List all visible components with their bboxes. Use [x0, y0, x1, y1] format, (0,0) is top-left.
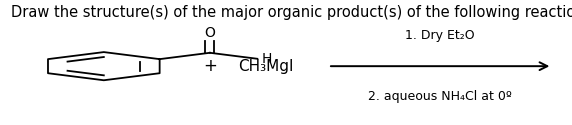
Text: H: H	[262, 52, 272, 66]
Text: O: O	[204, 26, 215, 40]
Text: Draw the structure(s) of the major organic product(s) of the following reaction.: Draw the structure(s) of the major organ…	[11, 5, 572, 20]
Text: +: +	[204, 57, 217, 75]
Text: 1. Dry Et₂O: 1. Dry Et₂O	[406, 29, 475, 42]
Text: 2. aqueous NH₄Cl at 0º: 2. aqueous NH₄Cl at 0º	[368, 90, 512, 103]
Text: CH₃MgI: CH₃MgI	[239, 59, 294, 74]
